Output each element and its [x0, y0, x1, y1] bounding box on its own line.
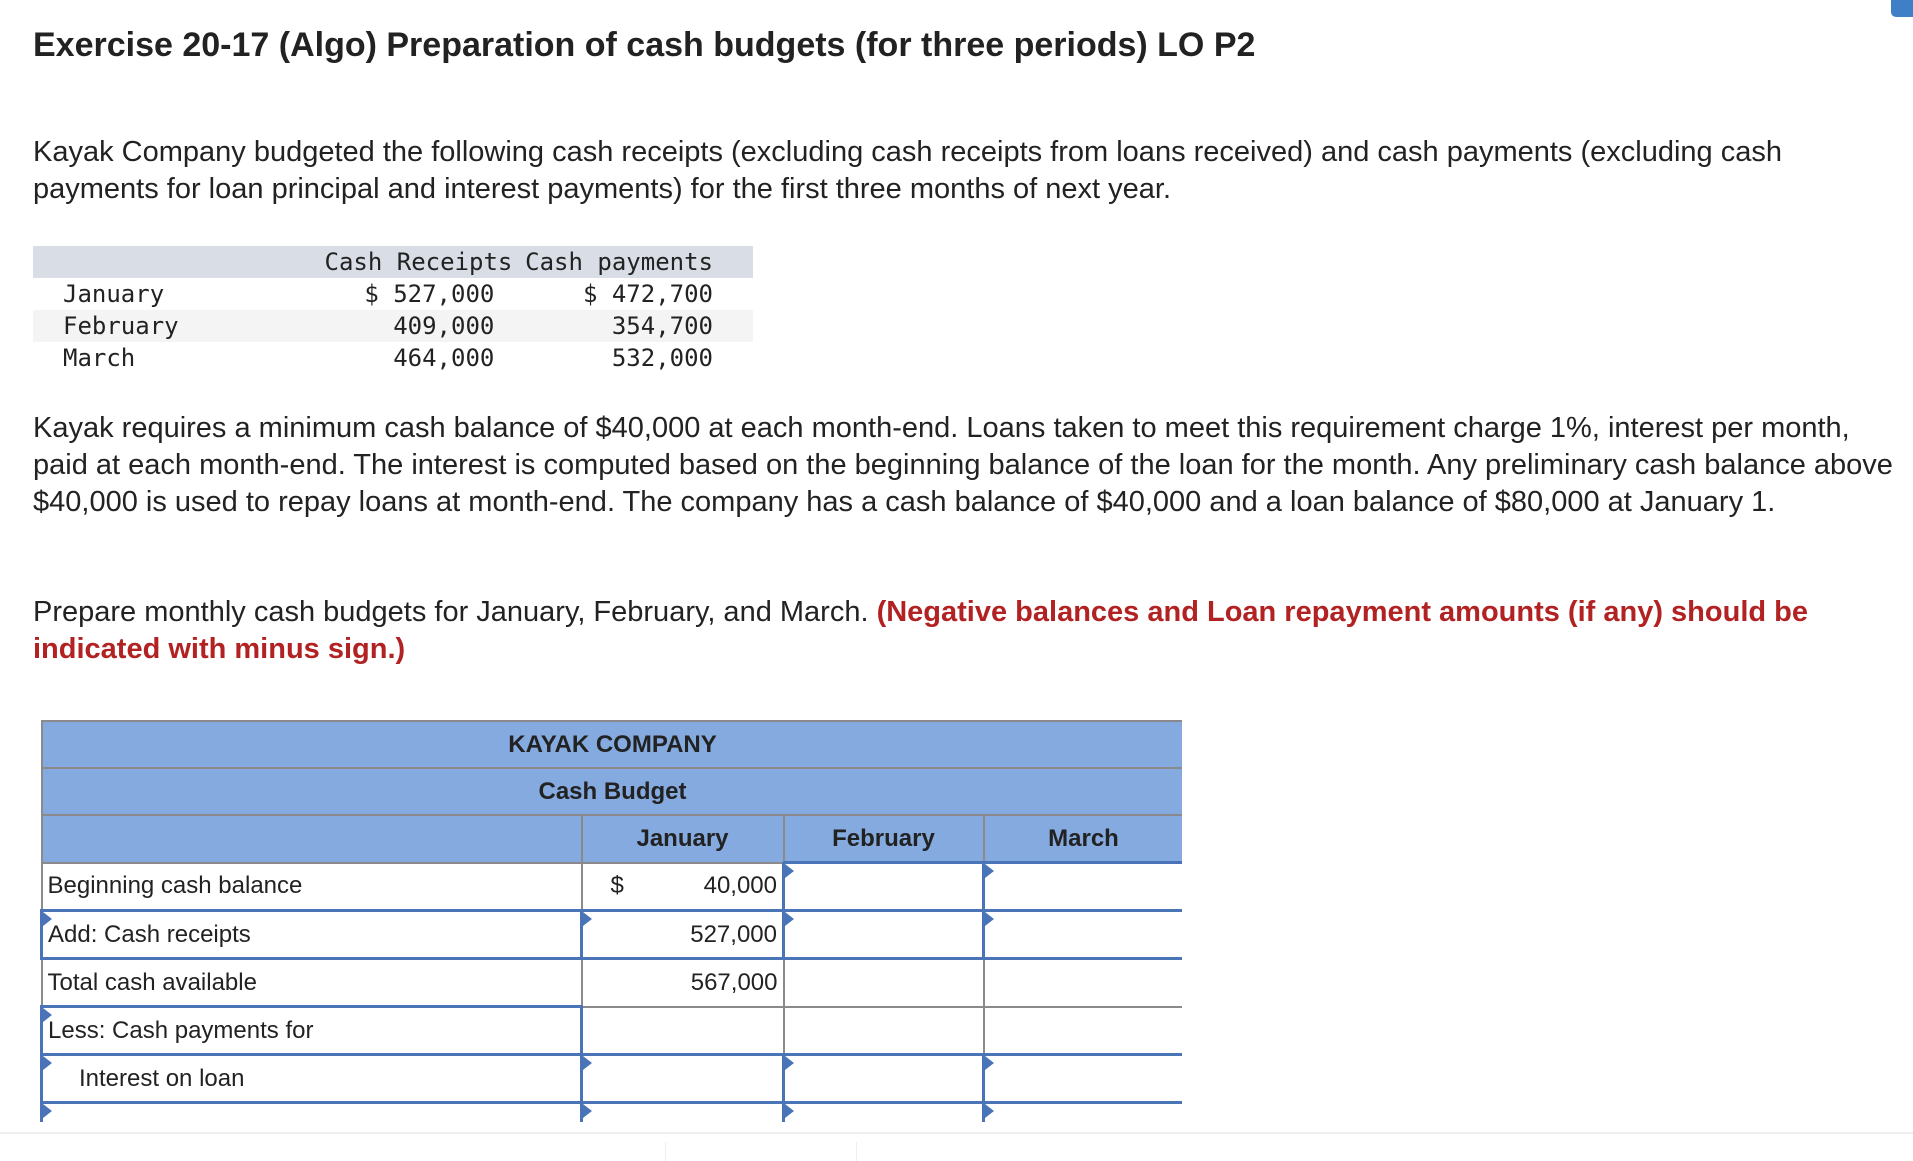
jan-value: $40,000	[580, 861, 785, 912]
receipts: 464,000	[393, 344, 495, 372]
month: February	[63, 312, 179, 340]
feb-input[interactable]	[782, 1053, 985, 1104]
feb-value	[782, 1005, 985, 1056]
jan-value	[580, 1005, 785, 1056]
month: March	[63, 344, 136, 372]
footer-divider	[0, 1132, 1913, 1134]
given-row: January $ 527,000 $ 472,700	[33, 278, 753, 310]
footer-divider	[665, 1142, 666, 1161]
feb-value	[782, 957, 985, 1008]
budget-row-cash-payments-for: Less: Cash payments for	[40, 1005, 1182, 1056]
budget-row-beginning-cash: Beginning cash balance $40,000	[40, 861, 1182, 912]
header-blank	[33, 246, 259, 278]
month: January	[63, 280, 165, 308]
instruction-note: (Negative balances and Loan repayment am…	[33, 596, 1808, 665]
given-row: February 409,000 354,700	[33, 310, 753, 342]
row-label: Total cash available	[40, 957, 583, 1008]
page-title: Exercise 20-17 (Algo) Preparation of cas…	[33, 26, 1256, 64]
mar-value	[982, 1005, 1182, 1056]
footer-divider	[856, 1142, 857, 1161]
mar-input[interactable]	[982, 1053, 1182, 1104]
row-label: Beginning cash balance	[40, 861, 583, 912]
payments: 532,000	[611, 344, 713, 372]
col-march: March	[982, 814, 1182, 864]
requirements-text: Kayak requires a minimum cash balance of…	[33, 412, 1893, 518]
col-january: January	[580, 814, 785, 864]
row-label-select[interactable]: Interest on loan	[40, 1053, 583, 1104]
cash-budget-table: KAYAK COMPANY Cash Budget January Februa…	[40, 720, 1182, 1122]
mar-value	[982, 957, 1182, 1008]
budget-row-total-cash: Total cash available 567,000	[40, 957, 1182, 1008]
feb-input[interactable]	[782, 1101, 985, 1122]
jan-input[interactable]: 527,000	[580, 909, 785, 960]
receipts: $ 527,000	[364, 280, 495, 308]
given-header-row: Cash Receipts Cash payments	[33, 246, 753, 278]
payments: $ 472,700	[582, 280, 713, 308]
mar-input[interactable]	[982, 909, 1182, 960]
payments: 354,700	[611, 312, 713, 340]
header-cash-payments: Cash payments	[525, 248, 713, 276]
budget-subtitle: Cash Budget	[40, 767, 1182, 816]
row-label-select[interactable]: Less: Cash payments for	[40, 1005, 583, 1056]
row-label-select[interactable]	[40, 1101, 583, 1122]
budget-row-interest: Interest on loan	[40, 1053, 1182, 1104]
col-february: February	[782, 814, 985, 864]
budget-row-next	[40, 1101, 1182, 1122]
budget-row-cash-receipts: Add: Cash receipts 527,000	[40, 909, 1182, 960]
value: 40,000	[703, 872, 777, 900]
dollar-sign: $	[610, 872, 624, 900]
receipts: 409,000	[393, 312, 495, 340]
given-data-table: Cash Receipts Cash payments January $ 52…	[33, 246, 753, 374]
company-name: KAYAK COMPANY	[40, 720, 1182, 769]
intro-text: Kayak Company budgeted the following cas…	[33, 136, 1782, 205]
instruction-text: Prepare monthly cash budgets for January…	[33, 594, 1893, 668]
feb-input[interactable]	[782, 861, 985, 912]
mar-input[interactable]	[982, 861, 1182, 912]
corner-tab[interactable]	[1891, 0, 1913, 17]
feb-input[interactable]	[782, 909, 985, 960]
jan-input[interactable]	[580, 1101, 785, 1122]
instruction: Prepare monthly cash budgets for January…	[33, 596, 877, 628]
given-row: March 464,000 532,000	[33, 342, 753, 374]
jan-input[interactable]	[580, 1053, 785, 1104]
jan-value: 567,000	[580, 957, 785, 1008]
mar-input[interactable]	[982, 1101, 1182, 1122]
header-blank	[40, 814, 583, 864]
row-label-select[interactable]: Add: Cash receipts	[40, 909, 583, 960]
header-cash-receipts: Cash Receipts	[324, 248, 513, 276]
